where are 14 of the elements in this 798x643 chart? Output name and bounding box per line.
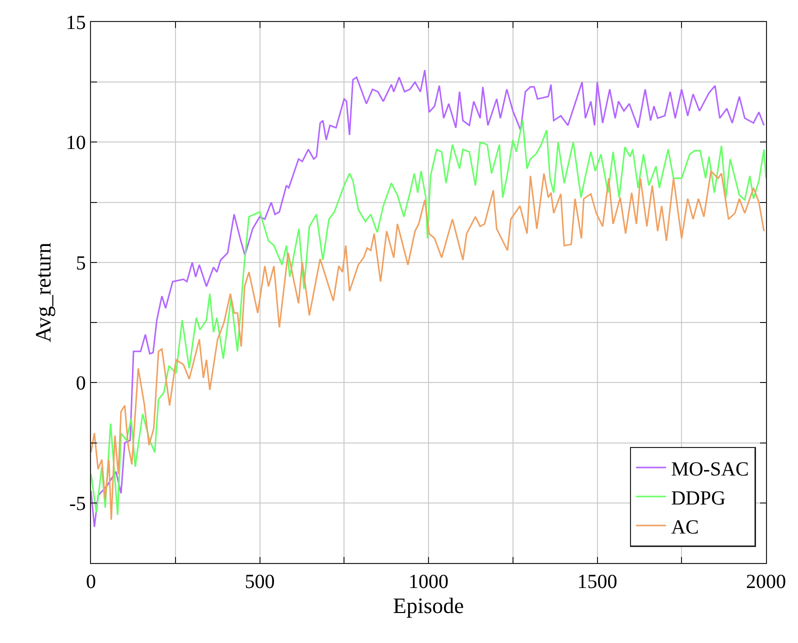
legend-label: AC bbox=[671, 516, 699, 538]
legend-label: DDPG bbox=[671, 487, 726, 510]
y-tick-label: 0 bbox=[76, 372, 86, 395]
x-tick-label: 2000 bbox=[746, 571, 786, 594]
y-tick-label: -5 bbox=[69, 492, 86, 515]
y-tick-label: 5 bbox=[76, 252, 86, 274]
x-axis-title: Episode bbox=[393, 593, 464, 618]
x-tick-label: 500 bbox=[244, 571, 275, 594]
x-tick-label: 1500 bbox=[577, 571, 618, 594]
y-tick-label: 15 bbox=[66, 12, 86, 34]
legend-label: MO-SAC bbox=[671, 458, 749, 480]
y-tick-label: 10 bbox=[66, 132, 86, 154]
x-tick-label: 1000 bbox=[408, 571, 448, 594]
y-axis-title: Avg_return bbox=[30, 242, 56, 342]
